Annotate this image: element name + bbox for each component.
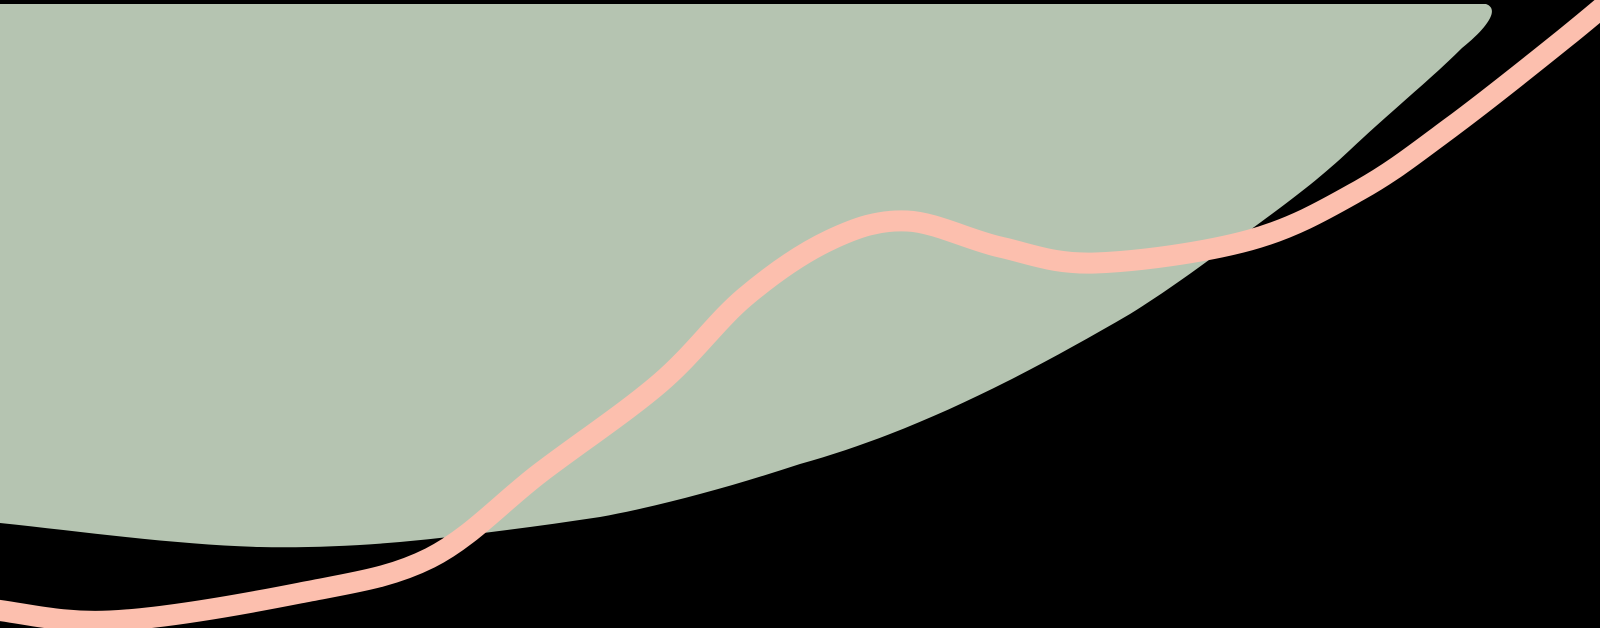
green-blob-shape bbox=[0, 4, 1492, 548]
